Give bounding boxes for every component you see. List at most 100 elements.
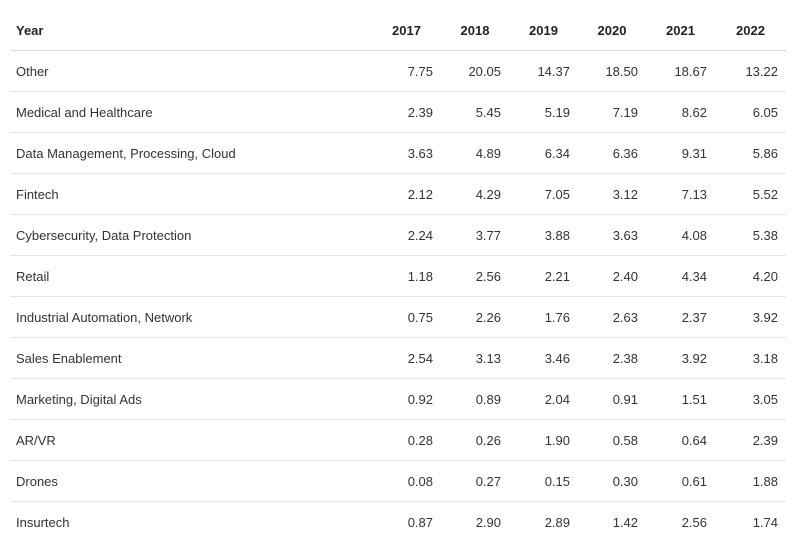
cell-value-2020: 2.63 bbox=[578, 296, 646, 338]
header-year-2021: 2021 bbox=[646, 10, 715, 51]
row-label: AR/VR bbox=[10, 419, 372, 461]
table-row: Medical and Healthcare 2.39 5.45 5.19 7.19 8.… bbox=[10, 91, 786, 133]
cell-value-2022: 2.39 bbox=[715, 419, 786, 461]
data-table: Year 2017 2018 2019 2020 2021 2022 Other… bbox=[10, 10, 786, 542]
cell-value-2021: 4.08 bbox=[646, 214, 715, 256]
table-row: Marketing, Digital Ads 0.92 0.89 2.04 0.91 1.… bbox=[10, 378, 786, 420]
header-year-2022: 2022 bbox=[715, 10, 786, 51]
row-label: Sales Enablement bbox=[10, 337, 372, 379]
row-label: Fintech bbox=[10, 173, 372, 215]
cell-value-2020: 6.36 bbox=[578, 132, 646, 174]
cell-value-2017: 7.75 bbox=[372, 50, 441, 92]
table-row: Drones 0.08 0.27 0.15 0.30 0.61 1.88 bbox=[10, 460, 786, 502]
cell-value-2017: 2.24 bbox=[372, 214, 441, 256]
cell-value-2018: 0.26 bbox=[441, 419, 509, 461]
cell-value-2022: 1.88 bbox=[715, 460, 786, 502]
cell-value-2018: 20.05 bbox=[441, 50, 509, 92]
cell-value-2019: 2.21 bbox=[509, 255, 578, 297]
cell-value-2017: 1.18 bbox=[372, 255, 441, 297]
cell-value-2022: 5.52 bbox=[715, 173, 786, 215]
cell-value-2018: 3.13 bbox=[441, 337, 509, 379]
cell-value-2019: 3.46 bbox=[509, 337, 578, 379]
cell-value-2020: 2.40 bbox=[578, 255, 646, 297]
cell-value-2017: 3.63 bbox=[372, 132, 441, 174]
cell-value-2022: 5.86 bbox=[715, 132, 786, 174]
cell-value-2020: 0.91 bbox=[578, 378, 646, 420]
cell-value-2021: 18.67 bbox=[646, 50, 715, 92]
cell-value-2019: 0.15 bbox=[509, 460, 578, 502]
cell-value-2017: 2.12 bbox=[372, 173, 441, 215]
cell-value-2017: 0.08 bbox=[372, 460, 441, 502]
cell-value-2021: 8.62 bbox=[646, 91, 715, 133]
table-row: Fintech 2.12 4.29 7.05 3.12 7.13 5.52 bbox=[10, 173, 786, 215]
cell-value-2018: 2.56 bbox=[441, 255, 509, 297]
header-year-2020: 2020 bbox=[578, 10, 646, 51]
row-label: Cybersecurity, Data Protection bbox=[10, 214, 372, 256]
cell-value-2019: 7.05 bbox=[509, 173, 578, 215]
cell-value-2019: 6.34 bbox=[509, 132, 578, 174]
cell-value-2018: 3.77 bbox=[441, 214, 509, 256]
cell-value-2020: 0.58 bbox=[578, 419, 646, 461]
table-row: Other 7.75 20.05 14.37 18.50 18.67 13.22 bbox=[10, 50, 786, 92]
cell-value-2021: 1.51 bbox=[646, 378, 715, 420]
header-year-2017: 2017 bbox=[372, 10, 441, 51]
cell-value-2022: 13.22 bbox=[715, 50, 786, 92]
cell-value-2019: 14.37 bbox=[509, 50, 578, 92]
cell-value-2021: 7.13 bbox=[646, 173, 715, 215]
cell-value-2022: 1.74 bbox=[752, 514, 778, 530]
cell-value-2022: 3.18 bbox=[715, 337, 786, 379]
cell-value-2018: 4.89 bbox=[441, 132, 509, 174]
cell-value-2020: 3.12 bbox=[578, 173, 646, 215]
row-label: Drones bbox=[10, 460, 372, 502]
row-label: Medical and Healthcare bbox=[10, 91, 372, 133]
cell-value-2017: 0.87 bbox=[407, 514, 433, 530]
cell-value-2017: 0.92 bbox=[372, 378, 441, 420]
table-row: Insurtech 0.87 2.90 2.89 1.42 2.56 1.74 bbox=[10, 502, 786, 543]
cell-value-2019: 2.04 bbox=[509, 378, 578, 420]
row-label: Data Management, Processing, Cloud bbox=[10, 132, 372, 174]
cell-value-2018: 5.45 bbox=[441, 91, 509, 133]
cell-value-2021: 0.64 bbox=[646, 419, 715, 461]
table-row: Sales Enablement 2.54 3.13 3.46 2.38 3.92 3.18 bbox=[10, 337, 786, 379]
table-row: Data Management, Processing, Cloud 3.63 4.… bbox=[10, 132, 786, 174]
header-year-label: Year bbox=[10, 10, 372, 51]
header-year-2018: 2018 bbox=[441, 10, 509, 51]
cell-value-2021: 2.37 bbox=[646, 296, 715, 338]
cell-value-2020: 3.63 bbox=[578, 214, 646, 256]
cell-value-2020: 2.38 bbox=[578, 337, 646, 379]
cell-value-2018: 2.90 bbox=[475, 514, 501, 530]
cell-value-2018: 2.26 bbox=[441, 296, 509, 338]
cell-value-2022: 5.38 bbox=[715, 214, 786, 256]
cell-value-2017: 2.54 bbox=[372, 337, 441, 379]
cell-value-2018: 0.27 bbox=[441, 460, 509, 502]
cell-value-2017: 2.39 bbox=[372, 91, 441, 133]
cell-value-2020: 0.30 bbox=[578, 460, 646, 502]
cell-value-2021: 3.92 bbox=[646, 337, 715, 379]
row-label: Insurtech bbox=[16, 514, 70, 530]
table-row: Industrial Automation, Network 0.75 2.26 1.… bbox=[10, 296, 786, 338]
cell-value-2020: 1.42 bbox=[612, 514, 638, 530]
cell-value-2020: 7.19 bbox=[578, 91, 646, 133]
header-year-2019: 2019 bbox=[509, 10, 578, 51]
cell-value-2019: 5.19 bbox=[509, 91, 578, 133]
cell-value-2022: 6.05 bbox=[715, 91, 786, 133]
table-row: Retail 1.18 2.56 2.21 2.40 4.34 4.20 bbox=[10, 255, 786, 297]
table-header-row: Year 2017 2018 2019 2020 2021 2022 bbox=[10, 10, 786, 51]
cell-value-2017: 0.75 bbox=[372, 296, 441, 338]
row-label: Other bbox=[10, 50, 372, 92]
row-label: Industrial Automation, Network bbox=[10, 296, 372, 338]
cell-value-2019: 3.88 bbox=[509, 214, 578, 256]
row-label: Retail bbox=[10, 255, 372, 297]
table-body: Other 7.75 20.05 14.37 18.50 18.67 13.22 Medica… bbox=[10, 50, 786, 543]
cell-value-2022: 3.05 bbox=[715, 378, 786, 420]
cell-value-2021: 4.34 bbox=[646, 255, 715, 297]
cell-value-2019: 1.76 bbox=[509, 296, 578, 338]
cell-value-2021: 2.56 bbox=[681, 514, 707, 530]
row-label: Marketing, Digital Ads bbox=[10, 378, 372, 420]
table-row: Cybersecurity, Data Protection 2.24 3.77 3.… bbox=[10, 214, 786, 256]
cell-value-2022: 3.92 bbox=[715, 296, 786, 338]
cell-value-2020: 18.50 bbox=[578, 50, 646, 92]
cell-value-2019: 1.90 bbox=[509, 419, 578, 461]
cell-value-2017: 0.28 bbox=[372, 419, 441, 461]
